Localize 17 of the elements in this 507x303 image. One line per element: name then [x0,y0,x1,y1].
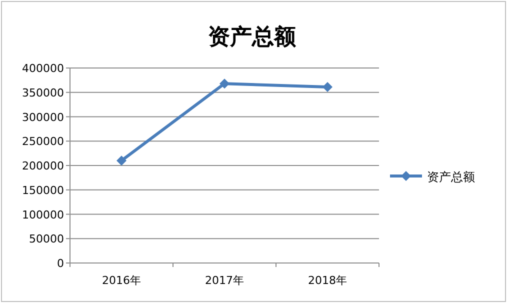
point [220,78,230,89]
x-tick-label: 2016年 [102,274,141,287]
point [322,82,332,92]
y-tick-label: 400000 [22,62,64,75]
x-tick-label: 2018年 [308,274,347,287]
y-tick-label: 250000 [22,135,64,148]
y-tick-label: 0 [57,257,64,270]
y-tick-label: 150000 [22,184,64,197]
y-tick-label: 200000 [22,160,64,172]
point [116,156,126,166]
chart-title: 资产总额 [208,24,297,50]
y-tick-label: 50000 [29,232,64,246]
legend-label: 资产总额 [427,170,475,184]
x-tick-label: 2017年 [205,274,244,287]
y-tick-label: 100000 [22,208,64,222]
y-tick-label: 350000 [22,86,64,100]
y-tick-label: 300000 [22,110,64,124]
